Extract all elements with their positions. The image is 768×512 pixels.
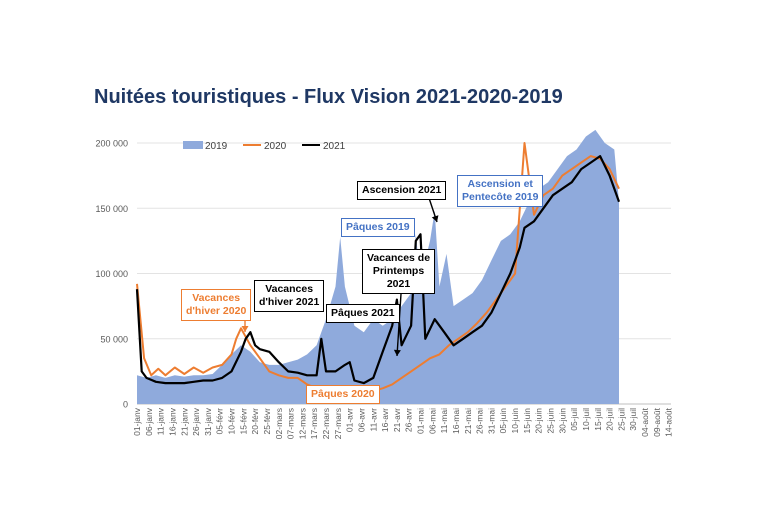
x-tick-label: 01-mai <box>416 408 426 434</box>
x-tick-label: 21-mai <box>463 408 473 434</box>
annotation-ascension-2021: Ascension 2021 <box>357 181 447 200</box>
x-tick-label: 10-juin <box>510 408 520 434</box>
arrow-vacances-printemps-2021-head <box>393 349 401 356</box>
x-tick-label: 01-avr <box>345 408 355 432</box>
annotation-paques-2021: Pâques 2021 <box>326 304 400 323</box>
x-tick-label: 07-mars <box>286 408 296 439</box>
x-tick-label: 04-août <box>640 407 650 436</box>
legend-label-2019: 2019 <box>205 141 228 152</box>
x-tick-label: 05-juil <box>569 408 579 431</box>
x-tick-label: 11-avr <box>368 408 378 432</box>
x-tick-label: 21-avr <box>392 408 402 432</box>
x-tick-label: 20-juil <box>605 408 615 431</box>
y-tick-label: 150 000 <box>95 204 128 214</box>
x-tick-label: 27-mars <box>333 408 343 439</box>
series-area-2019 <box>137 129 619 404</box>
x-tick-label: 30-juil <box>628 408 638 431</box>
legend: 2019 2020 2021 <box>183 141 346 152</box>
x-tick-label: 10-févr <box>227 408 237 435</box>
x-tick-label: 17-mars <box>309 408 319 439</box>
x-tick-label: 06-janv <box>144 407 154 436</box>
chart-title: Nuitées touristiques - Flux Vision 2021-… <box>94 86 563 108</box>
y-tick-label: 50 000 <box>100 334 128 344</box>
x-tick-label: 26-avr <box>404 408 414 432</box>
legend-label-2020: 2020 <box>264 141 287 152</box>
x-tick-label: 02-mars <box>274 408 284 439</box>
annotation-paques-2020: Pâques 2020 <box>306 385 380 404</box>
x-tick-label: 20-juin <box>534 408 544 434</box>
x-tick-label: 01-janv <box>132 407 142 436</box>
x-tick-label: 12-mars <box>297 408 307 439</box>
x-tick-label: 15-févr <box>238 408 248 435</box>
legend-swatch-2019 <box>183 141 203 149</box>
annotation-vacances-hiver-2020: Vacances d'hiver 2020 <box>181 289 252 321</box>
x-tick-label: 06-mai <box>427 408 437 434</box>
annotation-ascension-pentecote-2019: Ascension et Pentecôte 2019 <box>457 175 544 207</box>
x-tick-label: 25-juin <box>545 408 555 434</box>
x-tick-label: 25-juil <box>616 408 626 431</box>
y-tick-label: 200 000 <box>95 139 128 149</box>
x-tick-label: 09-août <box>652 407 662 436</box>
x-tick-label: 31-janv <box>203 407 213 436</box>
x-tick-label: 11-janv <box>156 407 166 435</box>
x-tick-label: 25-févr <box>262 408 272 435</box>
x-tick-label: 26-janv <box>191 407 201 436</box>
x-tick-label: 05-févr <box>215 408 225 435</box>
x-tick-label: 05-juin <box>498 408 508 434</box>
x-tick-label: 06-avr <box>356 408 366 432</box>
y-axis-ticks: 0 50 000 100 000 150 000 200 000 <box>95 139 128 410</box>
x-tick-label: 16-avr <box>380 408 390 432</box>
annotation-vacances-hiver-2021: Vacances d'hiver 2021 <box>254 280 325 312</box>
x-axis-ticks: 01-janv 06-janv 11-janv 16-janv 21-janv 26-ja… <box>132 407 674 439</box>
series-line-2021 <box>135 155 621 385</box>
arrow-vacances-printemps-2021 <box>396 293 402 357</box>
x-tick-label: 26-mai <box>475 408 485 434</box>
x-tick-label: 20-févr <box>250 408 260 435</box>
x-tick-label: 11-mai <box>439 408 449 433</box>
x-tick-label: 16-mai <box>451 408 461 434</box>
x-tick-label: 30-juin <box>557 408 567 434</box>
y-tick-label: 0 <box>123 400 128 410</box>
x-tick-label: 14-août <box>664 407 674 436</box>
arrow-ascension-2021-head <box>431 215 439 222</box>
y-tick-label: 100 000 <box>95 269 128 279</box>
annotation-paques-2019: Pâques 2019 <box>341 218 415 237</box>
x-tick-label: 16-janv <box>167 407 177 436</box>
x-tick-label: 15-juil <box>593 408 603 431</box>
x-tick-label: 21-janv <box>179 407 189 436</box>
x-tick-label: 15-juin <box>522 408 532 434</box>
arrow-vacances-hiver-2020-head <box>241 326 249 332</box>
x-tick-label: 10-juil <box>581 408 591 431</box>
annotation-vacances-printemps-2021: Vacances de Printemps 2021 <box>362 249 436 294</box>
legend-label-2021: 2021 <box>323 141 346 152</box>
x-tick-label: 31-mai <box>486 408 496 434</box>
x-tick-label: 22-mars <box>321 408 331 439</box>
